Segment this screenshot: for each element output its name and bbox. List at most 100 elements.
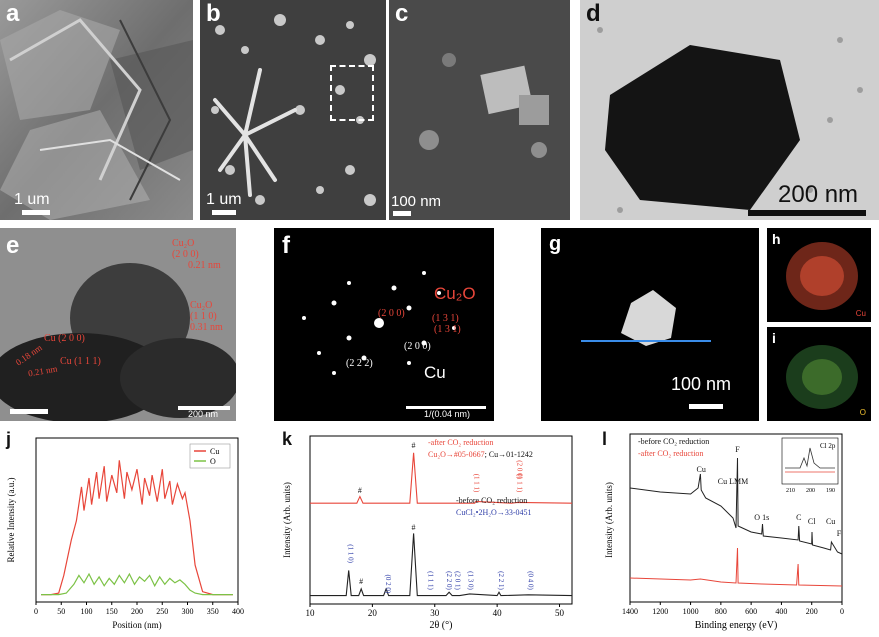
scale-label-d: 200 nm: [778, 181, 859, 208]
peak-label: (1 3 0): [466, 571, 474, 590]
x-tick-label: 150: [106, 607, 118, 616]
panel-h-eds-cu: h Cu: [767, 228, 871, 322]
phase-label-cu2o: Cu₂O: [434, 284, 476, 303]
x-tick-label: 400: [232, 607, 244, 616]
inset-tick: 210: [786, 488, 795, 494]
panel-label-e: e: [6, 232, 20, 259]
lattice-label-cu-200: Cu (2 0 0): [44, 333, 85, 344]
scale-bar-e: [178, 406, 230, 410]
sem-image-b: [200, 0, 386, 220]
peak-annotation: O 1s: [754, 513, 769, 522]
lattice-plane: (1 1 0): [190, 311, 217, 322]
x-tick-label: 1400: [622, 607, 638, 616]
panel-f-saed: f Cu₂O Cu (2 0 0) (1 3 1) (1 3 1) (2 0 0…: [274, 228, 494, 421]
scale-bar-a: [22, 210, 50, 215]
spot-label: (2 0 0): [404, 341, 431, 352]
lattice-plane: (2 0 0): [172, 249, 199, 260]
scale-bar-e-left: [10, 409, 48, 414]
scale-bar-b: [212, 210, 236, 215]
panel-label-c: c: [395, 0, 409, 27]
peak-label: (2 0 1): [453, 571, 461, 590]
x-tick-label: 200: [806, 607, 818, 616]
x-tick-label: 10: [306, 608, 316, 618]
x-tick-label: 1000: [683, 607, 699, 616]
lattice-phase: Cu₂O: [190, 300, 213, 311]
legend-before: -before CO₂ reduction: [638, 437, 709, 446]
scale-label-f: 1/(0.04 nm): [424, 409, 471, 419]
plot-frame: [309, 435, 573, 605]
lattice-label-cu2o-200: Cu₂O (2 0 0) 0.21 nm: [172, 238, 221, 271]
x-tick-label: 800: [715, 607, 727, 616]
peak-annotation: C: [796, 513, 801, 522]
x-axis-label: Position (nm): [112, 620, 161, 630]
eds-map-o: [767, 327, 871, 421]
y-axis-label: Relative Intensity (a.u.): [6, 478, 16, 563]
legend-before: -before CO₂ reduction: [456, 496, 527, 505]
peak-annotation: F: [735, 445, 740, 454]
panel-e-hrtem: e Cu₂O (2 0 0) 0.21 nm Cu₂O (1 1 0) 0.31…: [0, 228, 236, 421]
series-line-after: [629, 547, 843, 587]
spot-label: (2 2 2): [346, 358, 373, 369]
y-axis-label: Intensity (Arb. units): [282, 482, 292, 558]
y-axis-label: Intensity (Arb. units): [604, 482, 614, 558]
peak-annotation: Cl: [808, 517, 816, 526]
spot-label: (2 0 0): [378, 308, 405, 319]
panel-g-haadf: g 100 nm: [541, 228, 759, 421]
peak-label: (2 0 0): [516, 460, 524, 479]
ref-card-cu2o: #05-0667: [454, 450, 485, 459]
tem-image-d: [580, 0, 879, 220]
panel-label-l: l: [602, 429, 608, 449]
line-profile-chart: 0 50 100 150 200 250 300 350 400 Cu O Position (…: [6, 437, 244, 630]
ref-phase-cucl2: CuCl₂•2H₂O→: [456, 508, 505, 517]
spot-label: (1 3 1): [432, 313, 459, 324]
ref-separator: ;: [485, 450, 489, 459]
x-tick-label: 400: [775, 607, 787, 616]
panel-label-f: f: [282, 232, 290, 259]
peak-annotation: Cu LMM: [718, 477, 748, 486]
x-tick-label: 40: [493, 608, 503, 618]
peak-label: (0 4 0): [526, 571, 534, 590]
peak-label: (1 1 1): [427, 571, 435, 590]
series-line-o: [41, 572, 233, 596]
panel-label-i: i: [772, 330, 776, 346]
panel-label-j: j: [6, 429, 12, 449]
panel-label-h: h: [772, 231, 781, 247]
legend-after: -after CO₂ reduction: [638, 449, 703, 458]
legend-label-o: O: [210, 457, 216, 466]
x-axis-label: Binding energy (eV): [695, 620, 778, 631]
panel-label-g: g: [549, 233, 562, 255]
peak-label: #: [412, 523, 416, 532]
panel-label-d: d: [586, 0, 601, 27]
lattice-label-cu2o-110: Cu₂O (1 1 0) 0.31 nm: [190, 300, 223, 333]
scale-bar-f: [406, 406, 486, 409]
scale-label-a: 1 um: [14, 191, 50, 208]
series-line-cu: [41, 460, 233, 596]
x-axis-label: 2θ (°): [430, 620, 453, 631]
panel-l-xps: 1400 1200 1000 800 600 400 200 0 -before CO₂ re…: [600, 428, 879, 637]
sem-image-a: [0, 0, 193, 220]
peak-annotation: F: [837, 529, 842, 538]
panel-d-tem: d 200 nm: [580, 0, 879, 220]
peak-label: #: [358, 486, 362, 495]
scale-label-b: 1 um: [206, 191, 242, 208]
ref-card-cu: 01-1242: [506, 450, 533, 459]
lattice-spacing: 0.21 nm: [188, 260, 221, 271]
phase-label-cu: Cu: [424, 363, 446, 382]
peak-label: #: [359, 577, 363, 586]
x-tick-label: 100: [81, 607, 93, 616]
x-tick-label: 200: [131, 607, 143, 616]
sem-image-c: [389, 0, 570, 220]
inset-cl2p: Cl 2p 210 200 190: [781, 437, 839, 494]
panel-j-line-profile: j 0 50 100 150 200 250 300 350 400 Cu O Position…: [0, 428, 245, 637]
legend-label-cu: Cu: [210, 447, 219, 456]
panel-label-a: a: [6, 0, 20, 27]
panel-label-b: b: [206, 0, 221, 27]
x-tick-label: 0: [840, 607, 844, 616]
lattice-phase: Cu₂O: [172, 238, 195, 249]
inset-tick: 200: [806, 488, 815, 494]
xrd-chart: 10 20 30 40 50 ##(1 1 1) (1 1 1)(2 0 0)(1 1 0…: [282, 435, 573, 631]
peak-label: (2 2 0): [445, 571, 453, 590]
panel-a-sem: a 1 um: [0, 0, 193, 220]
x-tick-label: 250: [156, 607, 168, 616]
x-tick-label: 50: [57, 607, 65, 616]
